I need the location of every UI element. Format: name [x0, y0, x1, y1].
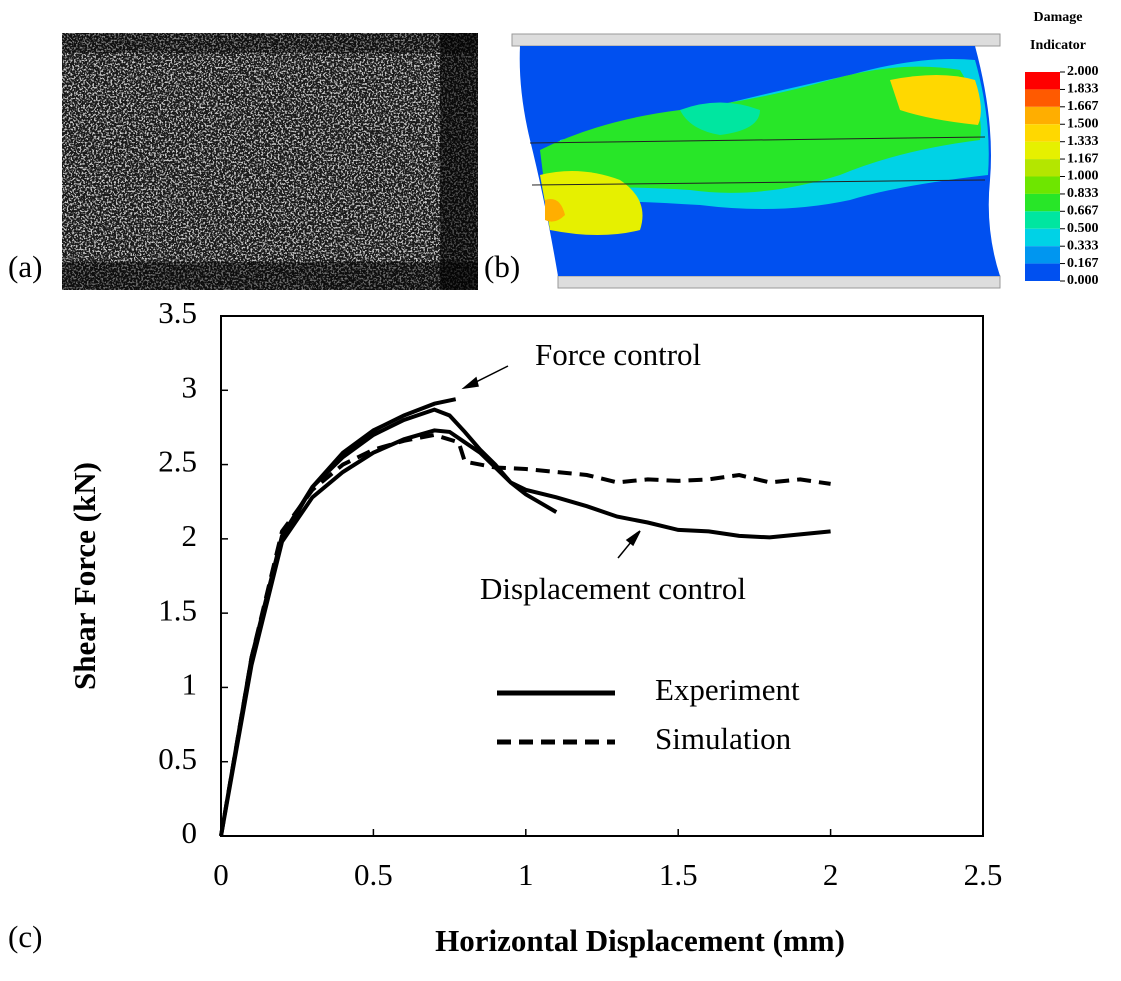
y-axis-label: Shear Force (kN) — [67, 462, 102, 690]
panel-label: (b) — [484, 249, 520, 284]
colorbar-tick-label: 1.833 — [1067, 82, 1099, 97]
panel-label: (a) — [8, 249, 42, 284]
colorbar-segment — [1025, 159, 1060, 177]
x-axis-label: Horizontal Displacement (mm) — [435, 923, 845, 958]
colorbar-segment — [1025, 193, 1060, 212]
y-tick-label: 3.5 — [158, 295, 197, 330]
colorbar-tick-label: 0.500 — [1067, 221, 1099, 236]
colorbar-segment — [1025, 211, 1060, 229]
colorbar-tick-label: 0.333 — [1067, 238, 1099, 253]
panel-a-image — [62, 33, 478, 290]
panel-label: (c) — [8, 919, 42, 954]
colorbar-tick-label: 1.167 — [1067, 151, 1099, 166]
y-tick-label: 2 — [182, 518, 198, 553]
y-tick-label: 0 — [182, 815, 198, 850]
colorbar-tick-label: 0.833 — [1067, 186, 1099, 201]
x-tick-label: 0 — [213, 857, 229, 892]
y-tick-label: 3 — [182, 369, 198, 404]
legend-label: Simulation — [655, 721, 792, 756]
y-tick-label: 1 — [182, 667, 198, 702]
annotation-arrows — [461, 365, 641, 559]
colorbar-tick-label: 2.000 — [1067, 64, 1099, 79]
legend-label: Experiment — [655, 672, 800, 707]
colorbar-segment — [1025, 124, 1060, 142]
x-tick-label: 2.5 — [964, 857, 1003, 892]
annotation: Displacement control — [480, 571, 746, 606]
colorbar-tick-label: 1.667 — [1067, 99, 1099, 114]
colorbar-tick-label: 0.667 — [1067, 204, 1099, 219]
annotation: Force control — [535, 337, 701, 372]
y-tick-label: 1.5 — [158, 592, 197, 627]
colorbar-tick-label: 1.500 — [1067, 116, 1099, 131]
y-tick-label: 2.5 — [158, 444, 197, 479]
x-tick-label: 1 — [518, 857, 534, 892]
colorbar-title: Indicator — [1030, 38, 1086, 53]
plot-frame — [220, 315, 984, 837]
x-tick-label: 1.5 — [659, 857, 698, 892]
y-tick-label: 0.5 — [158, 741, 197, 776]
data-line — [219, 432, 831, 837]
x-tick-label: 2 — [823, 857, 839, 892]
colorbar-segment — [1025, 228, 1060, 247]
colorbar-segment — [1025, 89, 1060, 107]
plot: 0 0.5 1 1.5 2 2.5 3 3.5 0 0.5 1 1.5 2 2.5 Experiment Si… — [158, 295, 1002, 892]
data-line — [219, 397, 831, 837]
panel-b-contour — [511, 33, 1001, 289]
colorbar: 2.000 1.833 1.667 1.500 1.333 1.167 1.000 0.833… — [1025, 64, 1099, 288]
colorbar-title: Damage — [1034, 10, 1083, 25]
x-tick-label: 0.5 — [354, 857, 393, 892]
colorbar-segment — [1025, 72, 1060, 90]
colorbar-segment — [1025, 176, 1060, 194]
colorbar-segment — [1025, 141, 1060, 160]
colorbar-segment — [1025, 106, 1060, 125]
colorbar-tick-label: 0.167 — [1067, 256, 1099, 271]
colorbar-segment — [1025, 263, 1060, 281]
colorbar-tick-label: 0.000 — [1067, 273, 1099, 288]
colorbar-segment — [1025, 246, 1060, 264]
colorbar-tick-label: 1.333 — [1067, 134, 1099, 149]
colorbar-tick-label: 1.000 — [1067, 169, 1099, 184]
